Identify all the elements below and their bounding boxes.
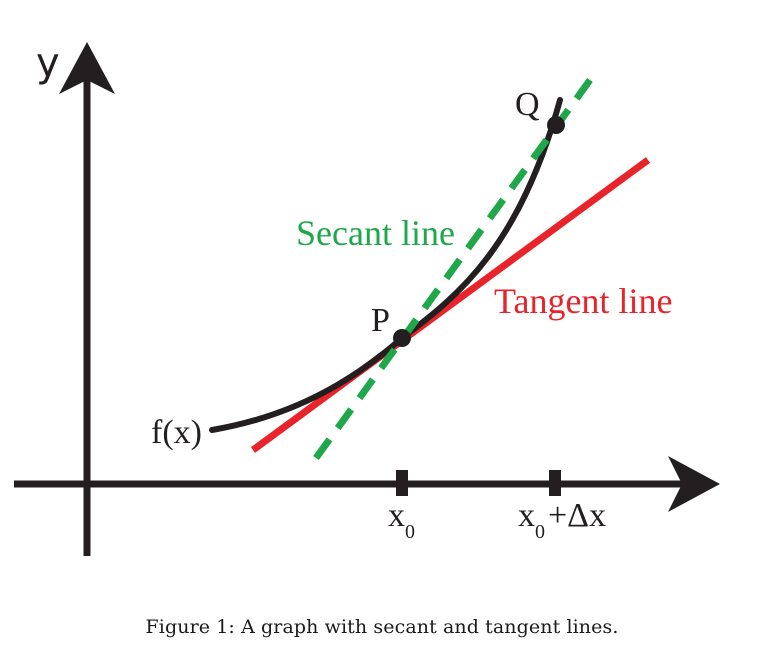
tangent-line: [250, 157, 651, 453]
x-axis-arrowhead: [668, 456, 720, 512]
x0-label: x0: [388, 497, 415, 543]
x0-dx-label-suffix: +Δx: [548, 497, 606, 534]
secant-line: [313, 77, 593, 461]
x0-dx-label-subscript: 0: [535, 521, 545, 543]
point-p-label: P: [371, 302, 390, 339]
x0-tick: [396, 470, 408, 496]
x0-dx-label-x: x: [518, 497, 535, 534]
x0-label-x: x: [388, 497, 405, 534]
secant-line-label: Secant line: [296, 213, 455, 253]
point-p: [393, 329, 411, 347]
tangent-line-label: Tangent line: [494, 281, 672, 321]
point-q-label: Q: [515, 86, 540, 123]
x0-dx-tick: [549, 470, 561, 496]
point-q: [547, 116, 565, 134]
y-axis-label: y: [36, 40, 60, 86]
y-axis-arrowhead: [59, 42, 115, 94]
x0-label-subscript: 0: [405, 521, 415, 543]
figure-caption: Figure 1: A graph with secant and tangen…: [145, 616, 619, 638]
x0-dx-label: x0+Δx: [518, 497, 606, 543]
function-label: f(x): [151, 414, 202, 451]
